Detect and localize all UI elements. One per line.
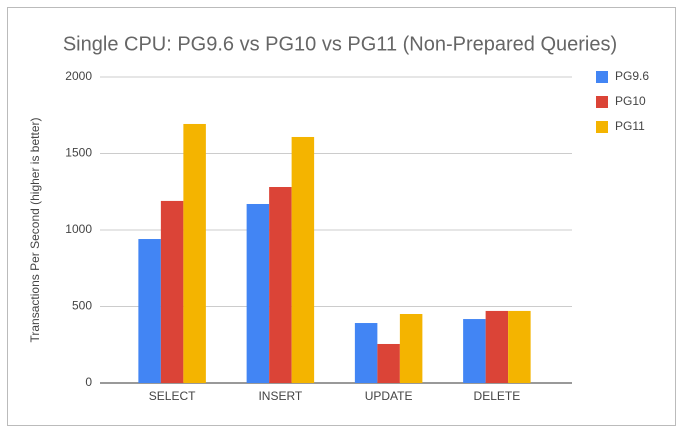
x-tick-label: UPDATE — [365, 389, 413, 403]
y-axis-label: Transactions Per Second (higher is bette… — [28, 118, 42, 343]
y-tick-label: 1500 — [65, 146, 92, 160]
legend-label: PG11 — [615, 119, 645, 133]
chart-title: Single CPU: PG9.6 vs PG10 vs PG11 (Non-P… — [63, 33, 617, 55]
bar — [399, 313, 423, 383]
y-tick-label: 500 — [72, 299, 92, 313]
bar — [160, 200, 184, 383]
legend-swatch — [596, 96, 608, 108]
bar — [377, 343, 400, 383]
bar — [508, 310, 531, 383]
bar — [183, 123, 206, 383]
x-tick-label: SELECT — [149, 389, 196, 403]
y-tick-label: 0 — [85, 375, 92, 389]
legend-swatch — [596, 71, 608, 83]
legend-swatch — [596, 121, 608, 133]
y-tick-label: 1000 — [65, 222, 92, 236]
bar — [291, 136, 315, 383]
x-tick-label: INSERT — [258, 389, 302, 403]
bar — [354, 323, 378, 383]
x-tick-label: DELETE — [474, 389, 521, 403]
bar — [485, 310, 509, 383]
chart-frame — [7, 7, 676, 426]
legend-label: PG10 — [615, 94, 646, 108]
y-tick-label: 2000 — [65, 69, 92, 83]
bar — [138, 239, 161, 383]
bar — [246, 203, 270, 383]
bar — [463, 319, 486, 383]
legend-label: PG9.6 — [615, 69, 649, 83]
bar — [269, 187, 292, 383]
